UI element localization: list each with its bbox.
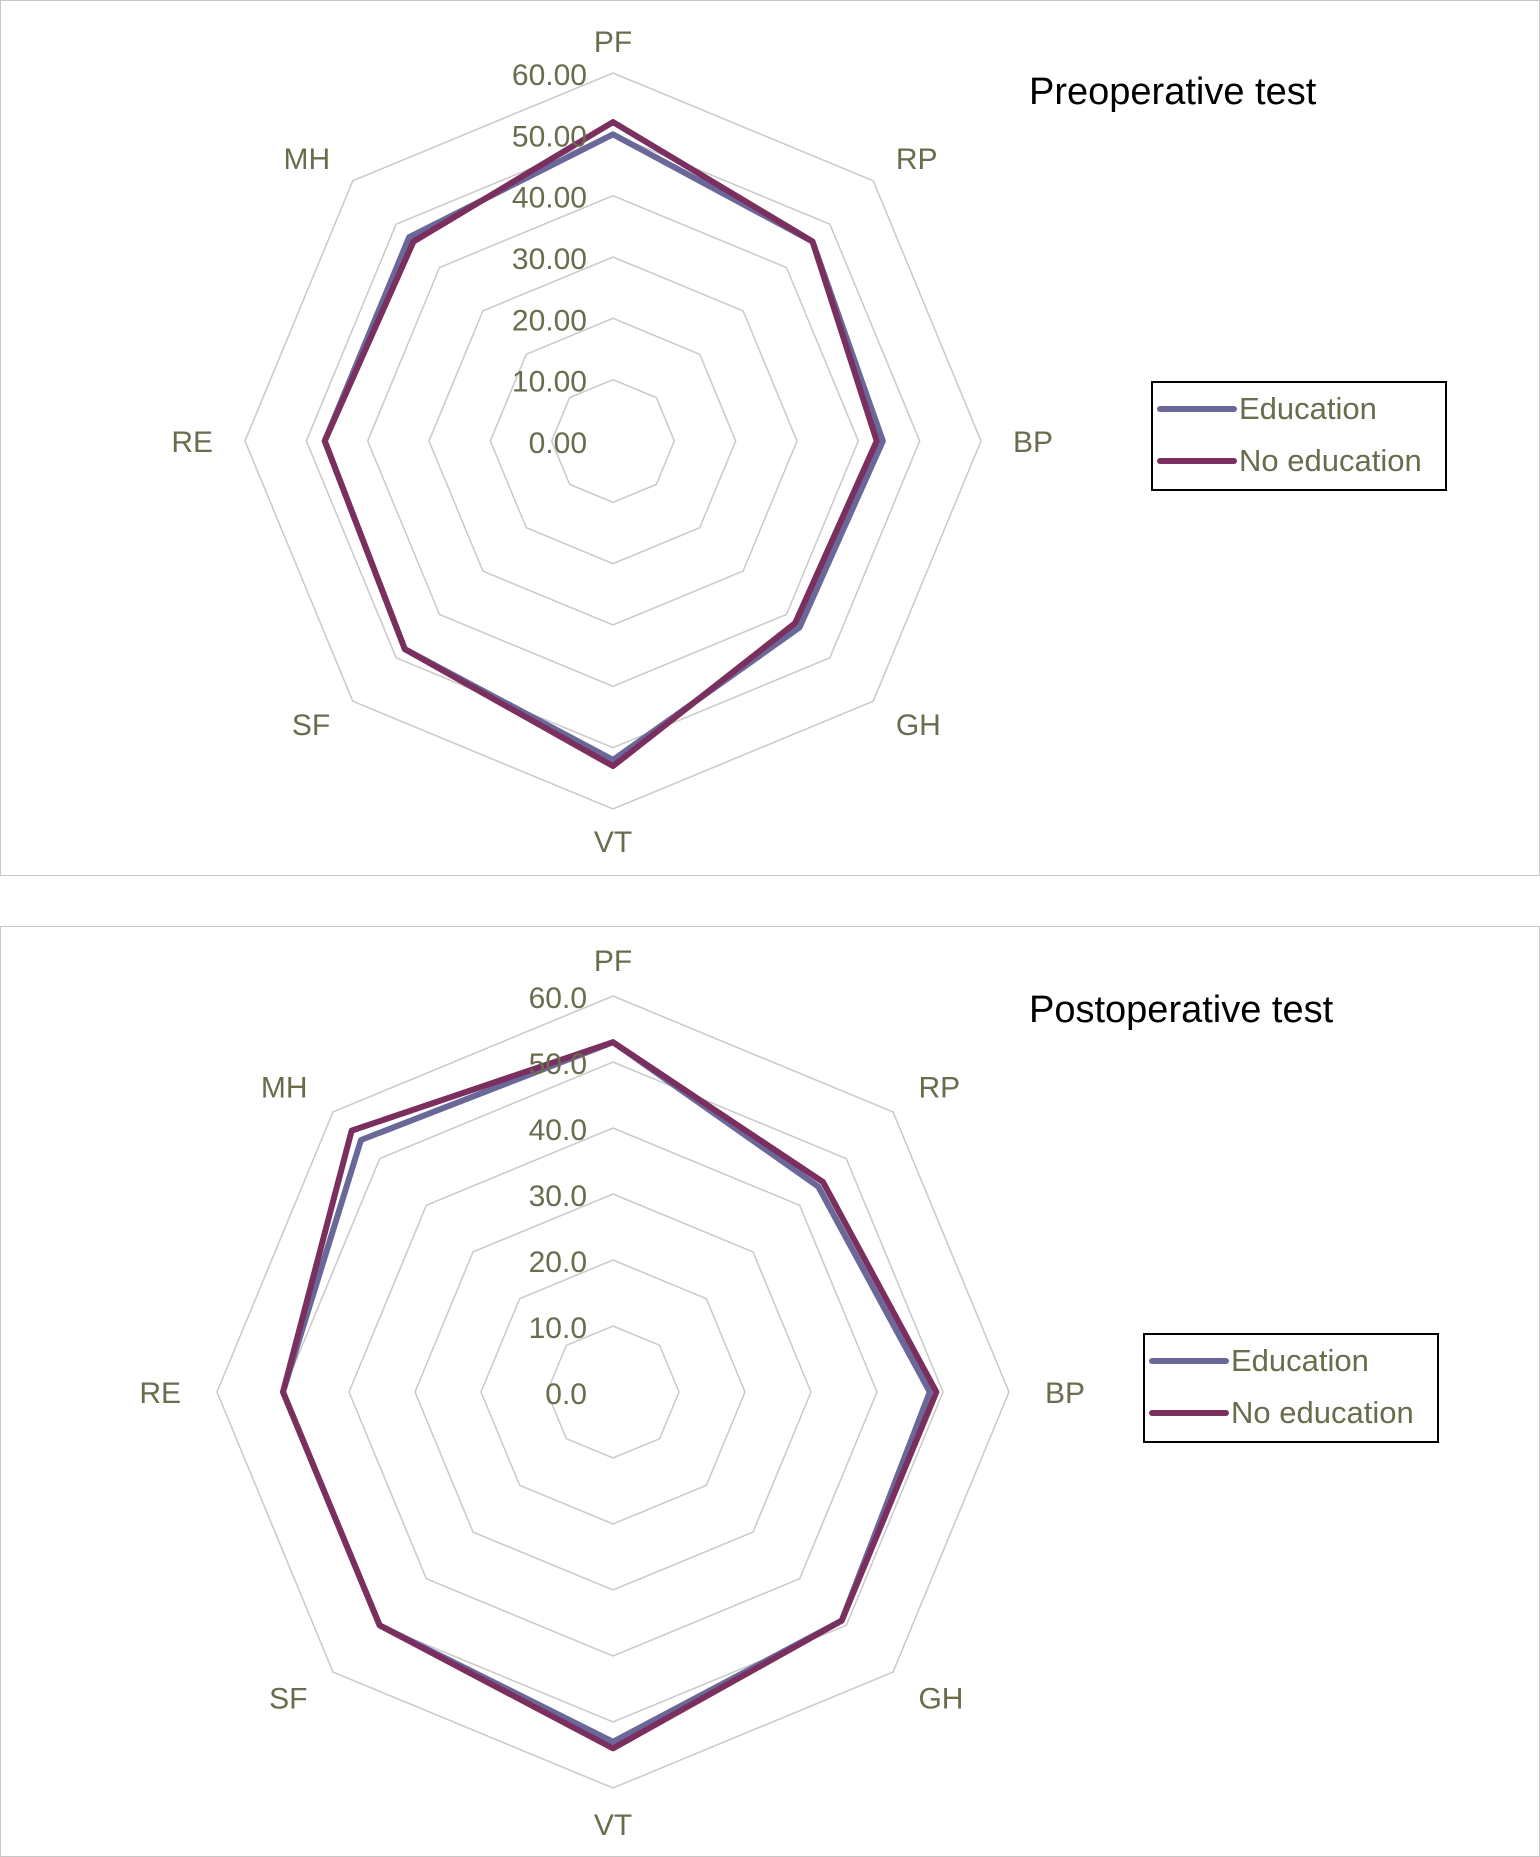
series-line-no-education <box>280 1039 940 1752</box>
category-label-gh: GH <box>896 709 941 742</box>
category-label-re: RE <box>139 1377 181 1410</box>
legend-swatch-no-education <box>1157 458 1237 464</box>
category-label-sf: SF <box>269 1682 307 1715</box>
grid-ring <box>546 1325 680 1459</box>
preoperative-legend: Education No education <box>1151 381 1447 491</box>
radar-grid <box>244 72 982 810</box>
category-label-mh: MH <box>261 1072 308 1105</box>
category-label-gh: GH <box>918 1682 963 1715</box>
category-label-sf: SF <box>292 709 330 742</box>
series-line-education <box>321 131 886 763</box>
series-line-education <box>280 1039 933 1745</box>
grid-ring <box>428 256 798 626</box>
category-label-vt: VT <box>594 1809 632 1842</box>
category-label-rp: RP <box>918 1072 960 1105</box>
category-label-mh: MH <box>284 143 331 176</box>
tick-label: 60.00 <box>512 59 587 92</box>
legend-label-no-education: No education <box>1231 1395 1414 1430</box>
grid-ring <box>550 378 676 504</box>
grid-ring <box>244 72 982 810</box>
tick-label: 30.0 <box>529 1180 587 1213</box>
grid-ring <box>348 1127 878 1657</box>
tick-label: 60.0 <box>529 982 587 1015</box>
category-label-re: RE <box>171 426 213 459</box>
tick-label: 20.00 <box>512 304 587 337</box>
category-label-pf: PF <box>594 26 632 59</box>
tick-label: 10.0 <box>529 1312 587 1345</box>
tick-label: 50.00 <box>512 120 587 153</box>
tick-label: 0.00 <box>529 427 587 460</box>
legend-label-no-education: No education <box>1239 443 1422 478</box>
legend-label-education: Education <box>1239 391 1377 426</box>
category-label-pf: PF <box>594 945 632 978</box>
tick-label: 40.00 <box>512 182 587 215</box>
postoperative-chart-panel: 0.0 10.0 20.0 30.0 40.0 50.0 60.0 PF RP BP GH VT SF R… <box>0 926 1540 1857</box>
category-label-vt: VT <box>594 826 632 859</box>
legend-label-education: Education <box>1231 1343 1369 1378</box>
postoperative-legend: Education No education <box>1143 1333 1439 1443</box>
category-label-rp: RP <box>896 143 938 176</box>
grid-ring <box>305 133 921 749</box>
legend-item-no-education: No education <box>1149 1393 1414 1433</box>
grid-ring <box>414 1193 812 1591</box>
grid-ring <box>366 194 860 688</box>
tick-label: 30.00 <box>512 243 587 276</box>
postoperative-chart-title: Postoperative test <box>1029 989 1334 1031</box>
grid-ring <box>480 1259 746 1525</box>
tick-label: 10.00 <box>512 366 587 399</box>
series-line-no-education <box>321 119 880 770</box>
category-label-bp: BP <box>1013 426 1053 459</box>
tick-label: 50.0 <box>529 1048 587 1081</box>
tick-label: 20.0 <box>529 1246 587 1279</box>
legend-item-no-education: No education <box>1157 441 1422 481</box>
legend-item-education: Education <box>1157 389 1377 429</box>
tick-label: 0.0 <box>545 1378 587 1411</box>
legend-swatch-education <box>1157 406 1237 412</box>
grid-ring <box>282 1061 944 1723</box>
postoperative-radar-chart: 0.0 10.0 20.0 30.0 40.0 50.0 60.0PF RP BP GH VT SF R… <box>139 945 1085 1842</box>
legend-item-education: Education <box>1149 1341 1369 1381</box>
grid-ring <box>216 995 1010 1789</box>
preoperative-chart-panel: 0.00 10.00 20.00 30.00 40.00 50.00 60.00 PF RP BP… <box>0 0 1540 876</box>
legend-swatch-education <box>1149 1358 1229 1364</box>
preoperative-chart-title: Preoperative test <box>1029 71 1317 113</box>
grid-ring <box>489 317 737 565</box>
legend-swatch-no-education <box>1149 1410 1229 1416</box>
radar-grid <box>216 995 1010 1789</box>
category-label-bp: BP <box>1045 1377 1085 1410</box>
tick-label: 40.0 <box>529 1114 587 1147</box>
